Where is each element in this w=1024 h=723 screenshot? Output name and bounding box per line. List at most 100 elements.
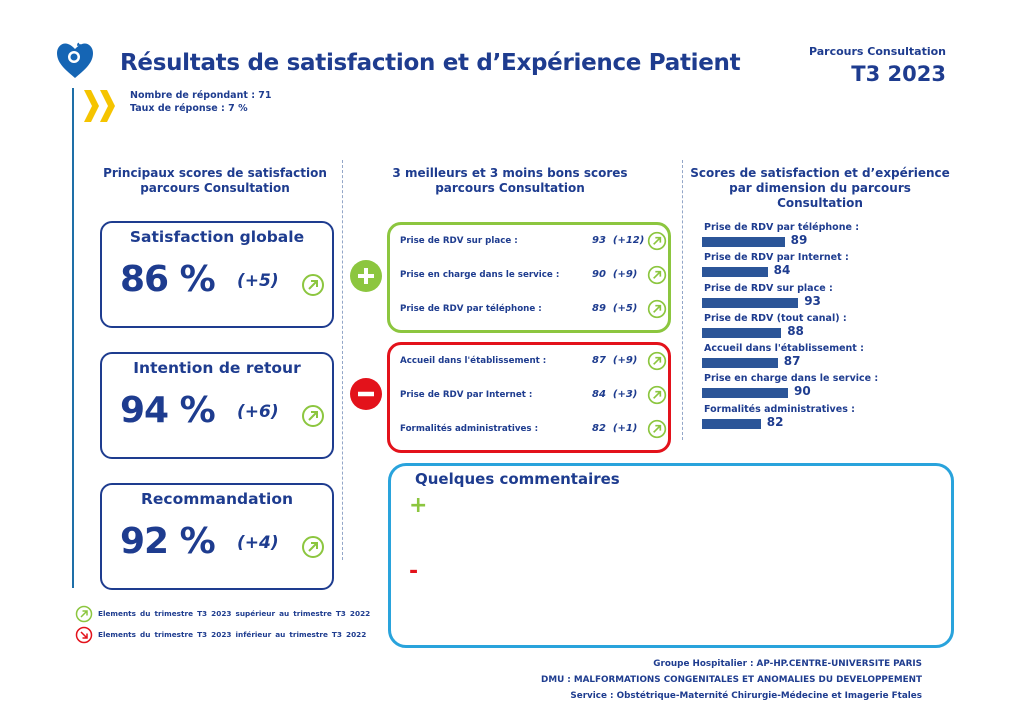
score-label: Prise de RDV par Internet : xyxy=(400,390,533,400)
score-number: 82 xyxy=(592,423,606,434)
page-title: Résultats de satisfaction et d’Expérienc… xyxy=(120,50,741,76)
best-score-row: Prise en charge dans le service : 90 (+9… xyxy=(400,264,667,288)
dimension-row: Prise de RDV par Internet :84 xyxy=(702,250,962,280)
respondent-count: Nombre de répondant : 71 xyxy=(130,90,272,101)
dimension-bar xyxy=(702,267,768,278)
dimension-row: Prise en charge dans le service :90 xyxy=(702,371,962,401)
score-number: 90 xyxy=(592,269,606,280)
kpi-card-recommandation: Recommandation 92 % (+4) xyxy=(100,483,334,590)
double-chevron-icon xyxy=(84,90,115,122)
dimension-bar xyxy=(702,237,785,247)
score-label: Prise en charge dans le service : xyxy=(400,270,560,280)
dimension-bar xyxy=(702,358,778,369)
dimension-bar-chart: Prise de RDV par téléphone :89 Prise de R… xyxy=(702,220,962,432)
trend-up-icon xyxy=(302,274,324,296)
dimension-value: 89 xyxy=(790,233,808,247)
dimension-label: Prise de RDV par téléphone : xyxy=(704,222,860,233)
section-title-line: Principaux scores de satisfaction xyxy=(103,166,327,180)
score-value: 82 (+1) xyxy=(592,423,637,434)
kpi-label: Satisfaction globale xyxy=(129,228,305,246)
score-label: Prise de RDV par téléphone : xyxy=(400,304,542,314)
score-label: Prise de RDV sur place : xyxy=(400,236,518,246)
score-value: 84 (+3) xyxy=(592,389,637,400)
trend-up-icon xyxy=(647,265,667,285)
kpi-label: Recommandation xyxy=(140,490,294,508)
score-number: 84 xyxy=(592,389,606,400)
trend-up-icon xyxy=(647,419,667,439)
score-label: Accueil dans l'établissement : xyxy=(400,356,547,366)
dimension-row: Prise de RDV (tout canal) :88 xyxy=(702,311,962,341)
minus-badge-icon xyxy=(350,378,382,410)
trend-up-icon xyxy=(302,405,324,427)
worst-score-row: Accueil dans l'établissement : 87 (+9) xyxy=(400,350,667,374)
dimension-row: Prise de RDV par téléphone :89 xyxy=(702,220,962,250)
section-title-line: 3 meilleurs et 3 moins bons scores xyxy=(392,166,628,180)
dimension-label: Accueil dans l'établissement : xyxy=(704,343,864,355)
trend-down-icon xyxy=(75,626,93,644)
kpi-card-satisfaction-globale: Satisfaction globale 86 % (+5) xyxy=(100,221,334,328)
footer-groupe-hospitalier: Groupe Hospitalier : AP-HP.CENTRE-UNIVER… xyxy=(653,659,922,669)
score-delta: (+5) xyxy=(612,303,638,314)
trend-up-icon xyxy=(647,231,667,251)
dashed-divider xyxy=(682,160,683,440)
score-value: 89 (+5) xyxy=(592,303,637,314)
footer-service: Service : Obstétrique-Maternité Chirurgi… xyxy=(570,691,922,701)
dimension-bar xyxy=(702,327,782,338)
best-scores-box: Prise de RDV sur place : 93 (+12) Prise … xyxy=(387,222,671,333)
kpi-label: Intention de retour xyxy=(133,359,301,377)
score-value: 93 (+12) xyxy=(592,235,644,246)
parcours-label: Parcours Consultation xyxy=(808,45,946,58)
dimension-row: Formalités administratives :82 xyxy=(702,402,962,432)
hospital-heart-logo-icon xyxy=(57,42,93,78)
kpi-value: 92 % xyxy=(120,521,216,562)
kpi-delta: (+4) xyxy=(237,533,279,553)
section-title-line: par dimension du parcours xyxy=(729,181,911,195)
dimension-value: 87 xyxy=(783,354,801,369)
score-delta: (+9) xyxy=(612,269,638,280)
dimension-value: 84 xyxy=(773,263,791,278)
dimension-value: 93 xyxy=(804,293,821,308)
comments-title: Quelques commentaires xyxy=(415,470,620,488)
section-title-line: Scores de satisfaction et d’expérience xyxy=(690,166,950,180)
plus-badge-icon xyxy=(350,260,382,292)
best-score-row: Prise de RDV par téléphone : 89 (+5) xyxy=(400,298,667,322)
dimension-row: Prise de RDV sur place :93 xyxy=(702,281,962,311)
legend-text: Elements du trimestre T3 2023 supérieur … xyxy=(98,609,371,618)
worst-score-row: Formalités administratives : 82 (+1) xyxy=(400,418,667,442)
dimension-label: Formalités administratives : xyxy=(704,403,855,415)
section-dimensions-title: Scores de satisfaction et d’expérience p… xyxy=(690,166,950,211)
kpi-value: 94 % xyxy=(120,390,216,431)
score-number: 93 xyxy=(592,235,606,246)
worst-scores-box: Accueil dans l'établissement : 87 (+9) P… xyxy=(387,342,671,453)
legend-text: Elements du trimestre T3 2023 inférieur … xyxy=(98,630,367,639)
negative-comments-marker: - xyxy=(409,559,419,584)
trend-up-icon xyxy=(647,299,667,319)
score-number: 89 xyxy=(592,303,606,314)
section-main-scores-title: Principaux scores de satisfaction parcou… xyxy=(95,166,335,196)
dashed-divider xyxy=(342,160,343,560)
dimension-label: Prise de RDV par Internet : xyxy=(704,252,849,264)
worst-score-row: Prise de RDV par Internet : 84 (+3) xyxy=(400,384,667,408)
dimension-bar xyxy=(702,418,761,429)
footer-dmu: DMU : MALFORMATIONS CONGENITALES ET ANOM… xyxy=(541,675,922,685)
score-value: 87 (+9) xyxy=(592,355,637,366)
section-title-line: parcours Consultation xyxy=(140,181,290,195)
dimension-value: 90 xyxy=(794,384,811,399)
respondent-info: Nombre de répondant : 71 Taux de réponse… xyxy=(130,89,272,115)
score-delta: (+9) xyxy=(612,355,638,366)
section-best-worst-title: 3 meilleurs et 3 moins bons scores parco… xyxy=(385,166,635,196)
score-label: Formalités administratives : xyxy=(400,424,539,434)
dimension-label: Prise de RDV sur place : xyxy=(704,282,833,294)
comments-box: Quelques commentaires + - xyxy=(388,463,954,648)
dimension-bar xyxy=(702,297,799,308)
trend-up-icon xyxy=(75,605,93,623)
kpi-value: 86 % xyxy=(120,259,216,300)
section-title-line: parcours Consultation xyxy=(435,181,585,195)
dimension-label: Prise en charge dans le service : xyxy=(704,373,879,385)
trend-up-icon xyxy=(302,536,324,558)
positive-comments-marker: + xyxy=(409,493,428,518)
score-delta: (+12) xyxy=(612,235,645,246)
score-number: 87 xyxy=(592,355,606,366)
dimension-value: 88 xyxy=(787,323,804,338)
dimension-row: Accueil dans l'établissement :87 xyxy=(702,341,962,371)
